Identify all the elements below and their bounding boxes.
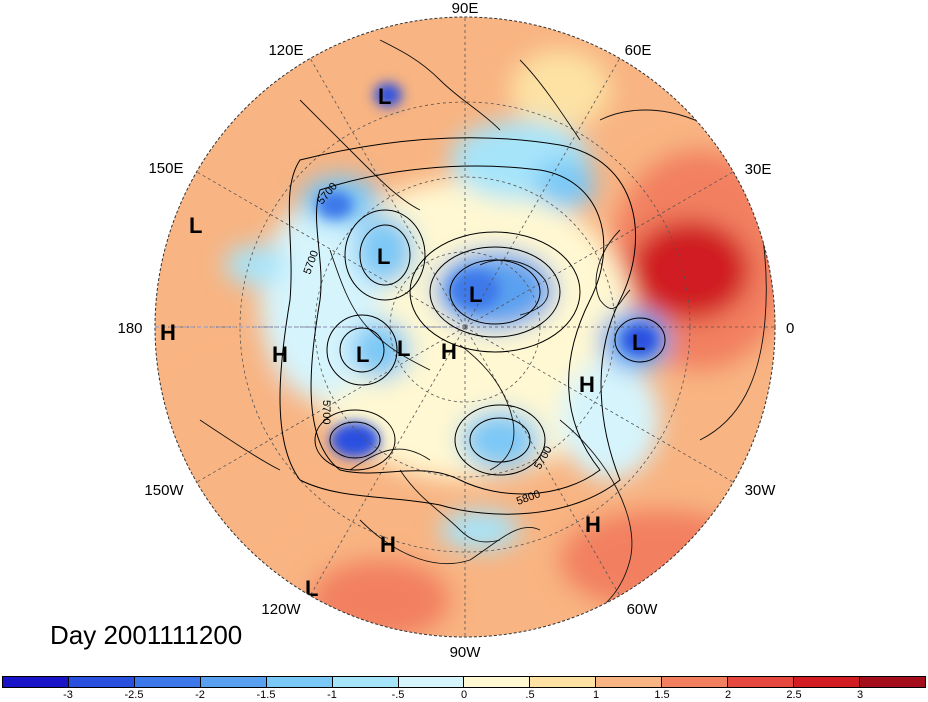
high-center: H [585, 512, 601, 537]
low-center: L [356, 342, 369, 367]
colorbar-swatch [596, 677, 663, 687]
colorbar-tick-label: .5 [525, 689, 535, 701]
lon-label-90e: 90E [452, 0, 479, 17]
colorbar-swatch [464, 677, 531, 687]
colorbar-swatch [530, 677, 597, 687]
lon-label-30e: 30E [745, 161, 772, 178]
colorbar-swatch [3, 677, 69, 687]
colorbar-tick-label: -2.5 [124, 689, 144, 701]
low-center: L [632, 330, 645, 355]
colorbar-tick-label: 1.5 [654, 689, 670, 701]
pressure-centers: L L L L L L L H H H H H H [160, 84, 645, 557]
lon-label-90w: 90W [450, 644, 482, 661]
colorbar-tick-label: -.5 [391, 689, 405, 701]
map-border [154, 16, 776, 638]
lon-label-150w: 150W [144, 482, 184, 499]
low-center: L [377, 244, 390, 269]
longitude-labels: 90E 60E 30E 0 30W 60W 90W 120W 150W 180 … [117, 0, 794, 661]
lon-label-60e: 60E [625, 42, 652, 59]
colorbar-swatch [398, 677, 465, 687]
colorbar-swatch [662, 677, 729, 687]
colorbar-swatch [68, 677, 135, 687]
lon-label-120e: 120E [268, 42, 303, 59]
high-center: H [272, 342, 288, 367]
colorbar-tick-label: -1.5 [256, 689, 276, 701]
colorbar-swatch [728, 677, 795, 687]
colorbar-swatch [794, 677, 860, 687]
lon-label-30w: 30W [745, 482, 777, 499]
colorbar-swatch [134, 677, 201, 687]
colorbar-swatch [859, 677, 925, 687]
lon-label-60w: 60W [627, 601, 659, 618]
colorbar-tick-label: 1 [592, 689, 600, 701]
colorbar-swatch [332, 677, 399, 687]
anomaly-field: 5700 5700 5700 5700 5800 L L L L L L L H… [155, 17, 775, 637]
high-center: H [380, 532, 396, 557]
colorbar-tick-label: 2.5 [786, 689, 802, 701]
height-contours [279, 137, 666, 515]
map-title: Day 2001111200 [50, 620, 243, 650]
high-center: H [579, 372, 595, 397]
low-center: L [378, 84, 391, 109]
contour-label: 5700 [320, 400, 332, 424]
lon-label-180: 180 [117, 320, 142, 337]
colorbar-tick-label: 2 [724, 689, 732, 701]
high-center: H [441, 339, 457, 364]
low-center: L [397, 336, 410, 361]
colorbar-tick-label: -1 [327, 689, 337, 701]
polar-map: 5700 5700 5700 5700 5800 L L L L L L L H… [117, 0, 794, 661]
colorbar-tick-label: 3 [856, 689, 864, 701]
high-center: H [160, 320, 176, 345]
colorbar-swatch [200, 677, 267, 687]
low-center: L [305, 576, 318, 601]
low-center: L [189, 213, 202, 238]
lon-label-150e: 150E [148, 160, 183, 177]
colorbar-tick-label: 0 [460, 689, 468, 701]
colorbar-swatch [266, 677, 333, 687]
lon-label-120w: 120W [261, 601, 301, 618]
colorbar-tick-label: -2 [195, 689, 205, 701]
colorbar-tick-label: -3 [63, 689, 73, 701]
low-center: L [469, 282, 482, 307]
colorbar: -3 -2.5 -2 -1.5 -1 -.5 0 .5 1 1.5 2 2.5 3 [0, 676, 928, 702]
colorbar-swatches [2, 676, 926, 688]
lon-label-0: 0 [786, 320, 794, 337]
